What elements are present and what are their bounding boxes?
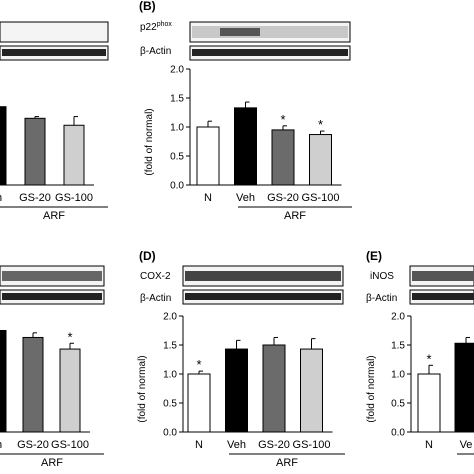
- bar-d-n: [187, 373, 211, 433]
- group-label-c: ARF: [41, 457, 63, 469]
- bar-b-gs-100: [309, 134, 332, 186]
- chart-a: eh GS-20 GS-100 ARF: [0, 106, 108, 222]
- bar-c-gs-20: [22, 336, 44, 433]
- blot-e-1-band: [412, 271, 474, 281]
- y-tick-label-d: 1.5: [163, 341, 177, 352]
- x-tick-label-a: eh: [0, 192, 2, 204]
- x-tick-label-e: N: [425, 439, 433, 451]
- panel-c: eh GS-20 * GS-100 ARF: [0, 265, 105, 469]
- significance-marker-c: *: [67, 329, 72, 344]
- significance-marker-b: *: [318, 117, 323, 132]
- x-tick-label-b: Veh: [236, 192, 255, 204]
- blot-d-label-2: β-Actin: [140, 293, 171, 304]
- blot-b-label-2: β-Actin: [140, 46, 171, 57]
- blot-b-label-1: p22phox: [140, 21, 172, 33]
- x-tick-label-b: N: [204, 192, 212, 204]
- blot-c-2-band: [2, 293, 102, 300]
- blot-e-2-band: [412, 293, 474, 300]
- x-tick-label-d: GS-100: [293, 439, 331, 451]
- bar-a-veh: [0, 106, 7, 186]
- group-label-a: ARF: [43, 210, 65, 222]
- chart-d: 0.0 0.5 1.0 1.5 2.0 (fold of normal) * N Veh GS-2…: [137, 312, 345, 469]
- y-tick-label-b: 0.0: [170, 181, 184, 192]
- x-tick-label-e: Ve: [460, 439, 473, 451]
- blot-a-band: [2, 49, 106, 56]
- x-tick-label-b: GS-100: [302, 192, 340, 204]
- bar-a-gs-20: [24, 117, 46, 186]
- y-tick-label-e: 1.0: [391, 370, 405, 381]
- panel-b-label: (B): [139, 0, 156, 13]
- y-tick-label-d: 0.0: [163, 428, 177, 439]
- bar-e-veh: [454, 342, 474, 433]
- significance-marker-b: *: [280, 112, 285, 127]
- blot-e-label-2: β-Actin: [366, 293, 397, 304]
- x-tick-label-b: GS-20: [267, 192, 299, 204]
- panel-e-label: (E): [366, 249, 382, 263]
- bar-b-n: [196, 126, 220, 186]
- chart-c: eh GS-20 * GS-100 ARF: [0, 329, 104, 469]
- x-tick-label-a: GS-100: [55, 192, 93, 204]
- blot-d-2-band: [185, 293, 341, 300]
- y-tick-label-d: 1.0: [163, 370, 177, 381]
- y-tick-label-d: 0.5: [163, 399, 177, 410]
- x-tick-label-c: GS-100: [51, 439, 89, 451]
- bar-d-veh: [225, 348, 248, 433]
- bar-b-gs-20: [271, 129, 295, 186]
- panel-a: eh GS-20 GS-100 ARF: [0, 21, 109, 222]
- blot-b-2-band: [192, 49, 348, 56]
- blot-d-1-band: [185, 271, 341, 281]
- panel-d-label: (D): [139, 249, 156, 263]
- x-tick-label-c: eh: [0, 439, 2, 451]
- y-tick-label-b: 1.5: [170, 94, 184, 105]
- blot-c-1-band: [2, 271, 102, 281]
- x-tick-label-d: N: [195, 439, 203, 451]
- bar-b-veh: [234, 107, 257, 186]
- group-label-b: ARF: [284, 210, 306, 222]
- y-tick-label-b: 2.0: [170, 65, 184, 76]
- panel-b: (B) p22phox β-Actin 0.0 0.5 1.0 1.5 2.0 (fold…: [139, 0, 352, 222]
- y-tick-label-b: 1.0: [170, 123, 184, 134]
- significance-marker-e: *: [426, 351, 431, 366]
- blot-e-label-1: iNOS: [370, 271, 394, 282]
- y-tick-label-d: 2.0: [163, 312, 177, 323]
- bar-e-n: [417, 373, 441, 433]
- bar-c-veh: [0, 330, 7, 433]
- bar-d-gs-100: [300, 348, 323, 433]
- x-tick-label-a: GS-20: [19, 192, 51, 204]
- blot-b-1-band-dark: [220, 28, 260, 36]
- chart-b: 0.0 0.5 1.0 1.5 2.0 (fold of normal) N Veh * GS-2…: [144, 65, 352, 222]
- y-axis-label-d: (fold of normal): [137, 355, 148, 422]
- panel-e: (E) iNOS β-Actin 0.0 0.5 1.0 1.5 2.0 (fold of…: [366, 249, 474, 455]
- y-axis-label-b: (fold of normal): [144, 108, 155, 175]
- blot-b-1-band: [192, 26, 348, 38]
- panel-d: (D) COX-2 β-Actin 0.0 0.5 1.0 1.5 2.0 (fold o…: [137, 249, 345, 469]
- chart-e: 0.0 0.5 1.0 1.5 2.0 (fold of normal) * N Ve: [366, 312, 474, 455]
- group-label-d: ARF: [276, 457, 298, 469]
- x-tick-label-c: GS-20: [17, 439, 49, 451]
- y-axis-label-e: (fold of normal): [366, 355, 377, 422]
- blot-d-label-1: COX-2: [140, 271, 171, 282]
- bar-a-gs-100: [63, 124, 85, 186]
- y-tick-label-e: 1.5: [391, 341, 405, 352]
- y-tick-label-e: 2.0: [391, 312, 405, 323]
- y-tick-label-b: 0.5: [170, 152, 184, 163]
- blot-a-1: [0, 21, 109, 43]
- significance-marker-d: *: [196, 357, 201, 372]
- x-tick-label-d: Veh: [227, 439, 246, 451]
- y-tick-label-e: 0.0: [391, 428, 405, 439]
- x-tick-label-d: GS-20: [258, 439, 290, 451]
- y-tick-label-e: 0.5: [391, 399, 405, 410]
- bar-d-gs-20: [262, 344, 286, 433]
- bar-c-gs-100: [59, 348, 81, 433]
